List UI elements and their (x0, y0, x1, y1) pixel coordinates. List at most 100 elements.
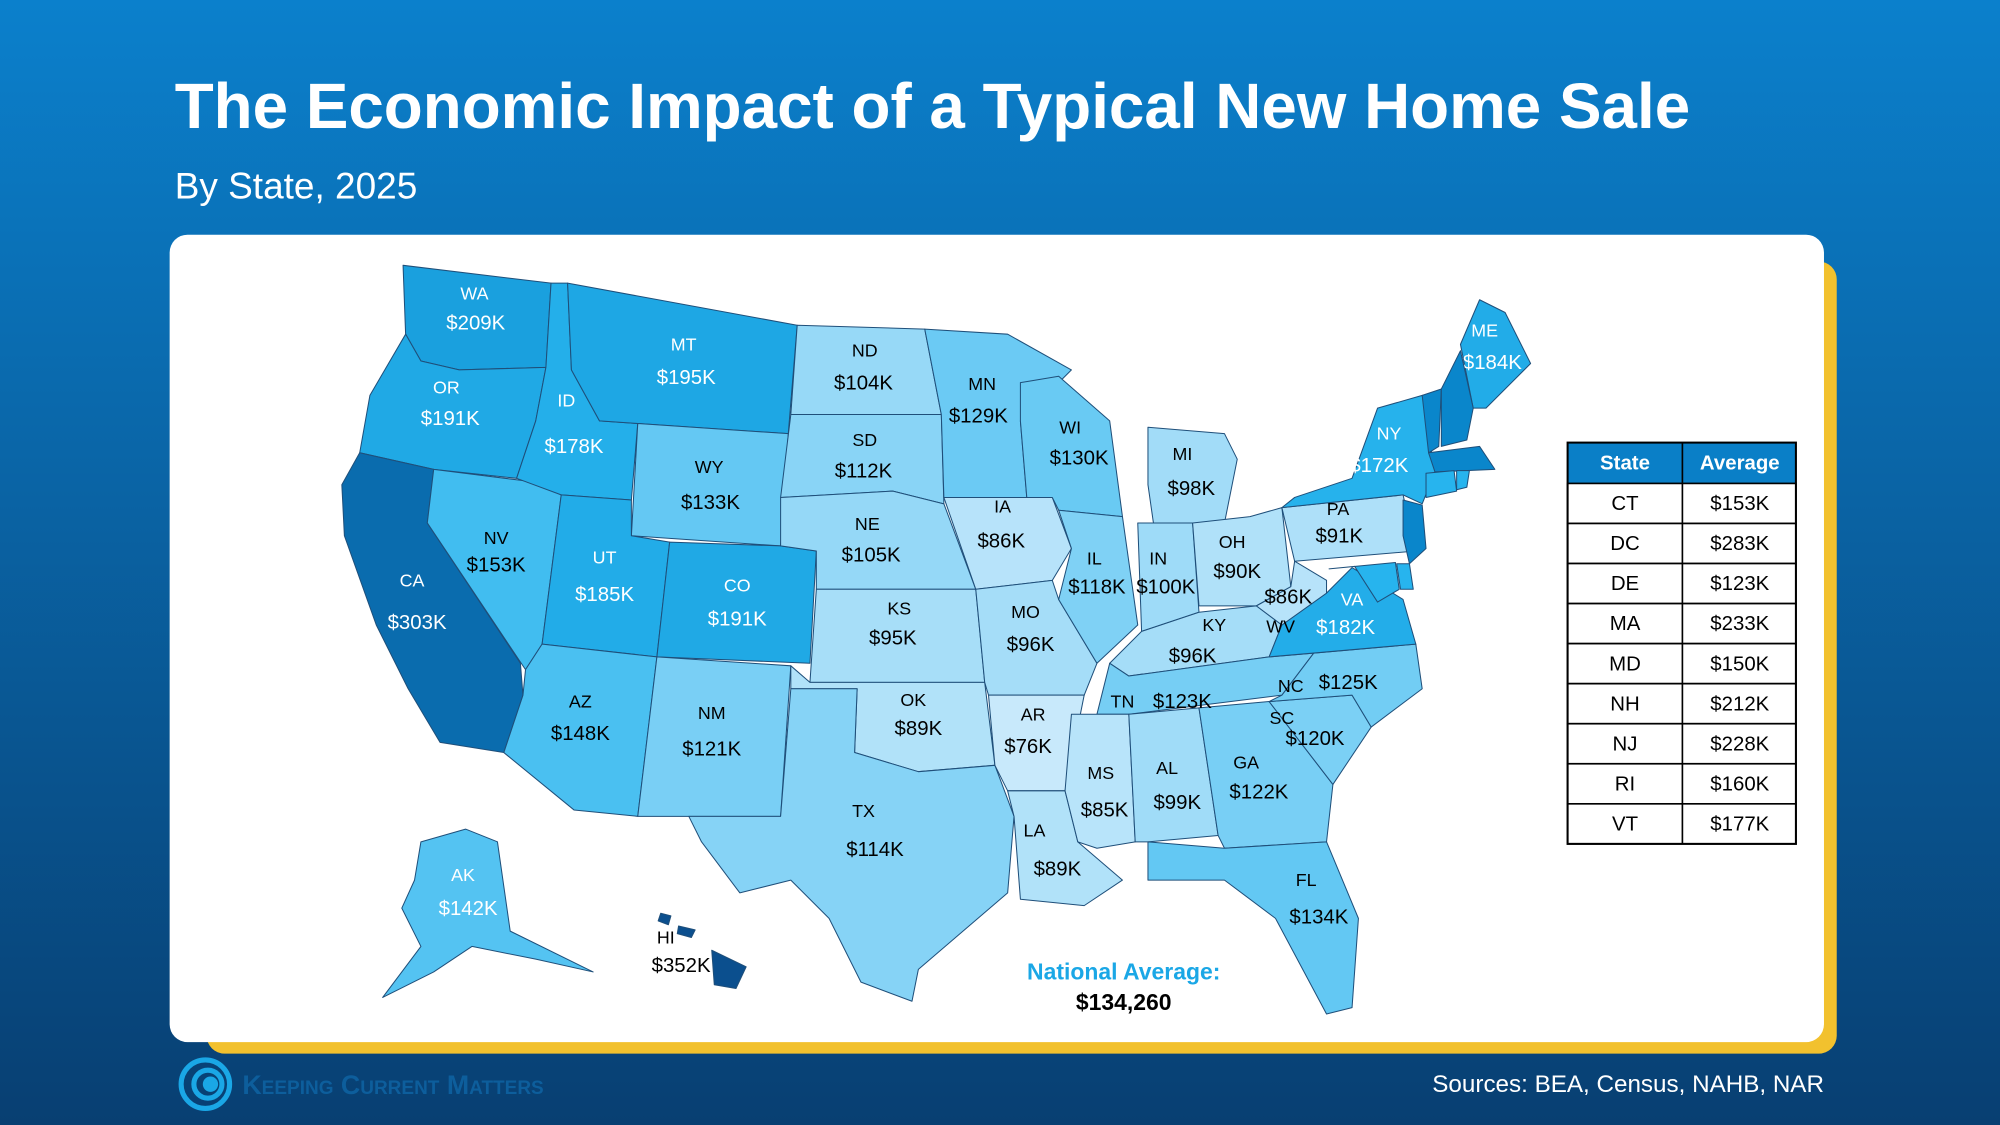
state-shape (382, 828, 594, 998)
state-value: $118K (1068, 576, 1126, 598)
subtitle: By State, 2025 (175, 166, 418, 207)
table-cell: $177K (1710, 814, 1769, 836)
state-shape (676, 925, 696, 939)
state-abbr: WI (1059, 417, 1081, 437)
state-abbr: HI (657, 927, 675, 947)
state-value: $125K (1319, 672, 1378, 694)
table-cell: CT (1611, 493, 1638, 515)
state-abbr: UT (593, 547, 617, 567)
state-shape (1428, 445, 1496, 473)
table-cell: $283K (1710, 533, 1769, 555)
logo-dot (202, 1076, 219, 1092)
state-value: $104K (834, 372, 893, 394)
state-value: $121K (682, 738, 741, 760)
state-abbr: IA (994, 496, 1011, 516)
state-abbr: KY (1202, 615, 1226, 635)
table-cell: $212K (1710, 693, 1769, 715)
state-abbr: WY (695, 457, 724, 477)
state-value: $129K (949, 405, 1008, 427)
state-shape (1128, 707, 1219, 843)
table-cell: NJ (1613, 733, 1638, 755)
state-abbr: CO (724, 575, 751, 595)
state-abbr: SC (1269, 708, 1294, 728)
state-abbr: TN (1111, 692, 1135, 712)
state-shape (657, 912, 672, 926)
state-abbr: MS (1087, 763, 1114, 783)
state-value: $100K (1136, 576, 1195, 598)
state-value: $134K (1289, 907, 1348, 929)
table-cell: $153K (1710, 493, 1769, 515)
state-shape (975, 579, 1098, 696)
state-abbr: GA (1233, 753, 1259, 773)
state-value: $99K (1153, 792, 1201, 814)
state-value: $95K (869, 627, 917, 649)
state-value: $178K (544, 436, 603, 458)
state-shape (790, 324, 942, 416)
state-abbr: AL (1156, 758, 1178, 778)
state-shape (1402, 499, 1427, 565)
state-abbr: WV (1266, 616, 1295, 636)
state-abbr: NY (1377, 424, 1402, 444)
state-abbr: SD (852, 430, 877, 450)
state-abbr: NC (1278, 676, 1304, 696)
state-value: $191K (708, 608, 767, 630)
table-cell: MA (1610, 613, 1641, 635)
state-value: $85K (1081, 800, 1129, 822)
state-value: $182K (1316, 617, 1375, 639)
state-shape (656, 541, 817, 664)
state-abbr: TX (852, 801, 875, 821)
state-shape (1425, 470, 1458, 498)
state-value: $130K (1050, 448, 1109, 470)
state-abbr: IL (1087, 549, 1102, 569)
state-abbr: OK (900, 690, 926, 710)
state-value: $195K (657, 367, 716, 389)
state-abbr: KS (887, 598, 911, 618)
state-value: $98K (1168, 478, 1216, 500)
state-shape (1396, 563, 1414, 590)
state-value: $96K (1169, 645, 1217, 667)
state-value: $96K (1007, 634, 1055, 656)
state-abbr: OH (1219, 532, 1246, 552)
state-abbr: NE (855, 514, 880, 534)
state-shape (637, 656, 792, 817)
state-abbr: AR (1021, 704, 1046, 724)
state-shape (1058, 509, 1139, 664)
state-value: $105K (842, 545, 901, 567)
state-abbr: OR (433, 378, 460, 398)
table-cell: $233K (1710, 613, 1769, 635)
table-cell: $123K (1710, 573, 1769, 595)
state-table: State Average CT $153K DC $283K DE $123K MA $233K… (1566, 441, 1797, 845)
state-value: $133K (681, 492, 740, 514)
state-value: $112K (835, 460, 893, 482)
state-abbr: AZ (569, 692, 592, 712)
state-abbr: WA (460, 283, 488, 303)
table-cell: $160K (1710, 773, 1769, 795)
state-abbr: CA (400, 570, 425, 590)
state-value: $91K (1315, 525, 1363, 547)
table-cell: $150K (1710, 653, 1769, 675)
state-abbr: MT (671, 334, 697, 354)
state-value: $172K (1349, 455, 1408, 477)
state-shape (711, 949, 747, 990)
state-value: $76K (1004, 736, 1052, 758)
state-value: $86K (977, 530, 1025, 552)
state-abbr: ID (557, 391, 575, 411)
state-value: $148K (551, 723, 610, 745)
state-abbr: MI (1172, 444, 1192, 464)
state-shape (688, 688, 1015, 1002)
state-shape (1421, 388, 1442, 454)
state-abbr: MN (968, 374, 996, 394)
logo-ring (191, 1067, 225, 1101)
state-shape (1456, 470, 1470, 491)
small-states (1328, 350, 1496, 603)
title: The Economic Impact of a Typical New Hom… (175, 70, 1690, 142)
state-value: $153K (467, 555, 526, 577)
table-border (1566, 441, 1797, 845)
state-abbr: NM (698, 703, 726, 723)
state-shape (1147, 841, 1359, 1015)
logo-mark (178, 1057, 233, 1111)
table-header: Average (1700, 453, 1780, 475)
state-value: $86K (1264, 587, 1312, 609)
